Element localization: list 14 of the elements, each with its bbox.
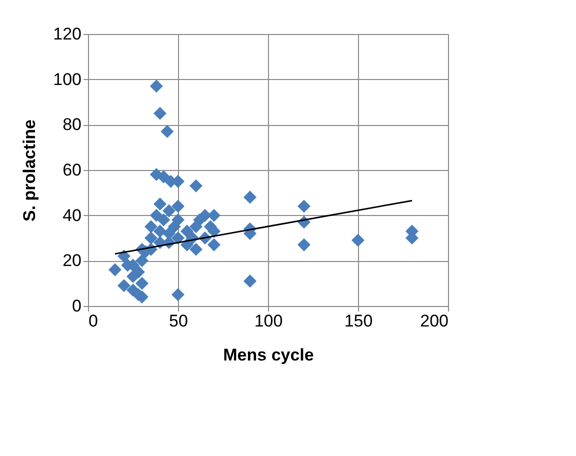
x-tick-label: 150 [344, 312, 373, 330]
x-axis-title: Mens cycle [223, 346, 314, 364]
x-tick-label: 200 [420, 312, 448, 330]
y-tick-label: 0 [72, 296, 82, 316]
y-tick-label: 60 [62, 160, 82, 180]
x-tick-label: 100 [254, 312, 283, 330]
x-tick-label: 0 [88, 312, 98, 330]
y-tick-label: 20 [62, 251, 82, 270]
y-tick-label: 80 [62, 115, 82, 134]
y-tick-label: 120 [53, 24, 82, 44]
y-axis-title: S. prolactine [20, 119, 40, 222]
x-tick-label: 50 [169, 312, 188, 330]
y-tick-label: 40 [62, 206, 82, 225]
y-tick-label: 100 [53, 70, 82, 89]
